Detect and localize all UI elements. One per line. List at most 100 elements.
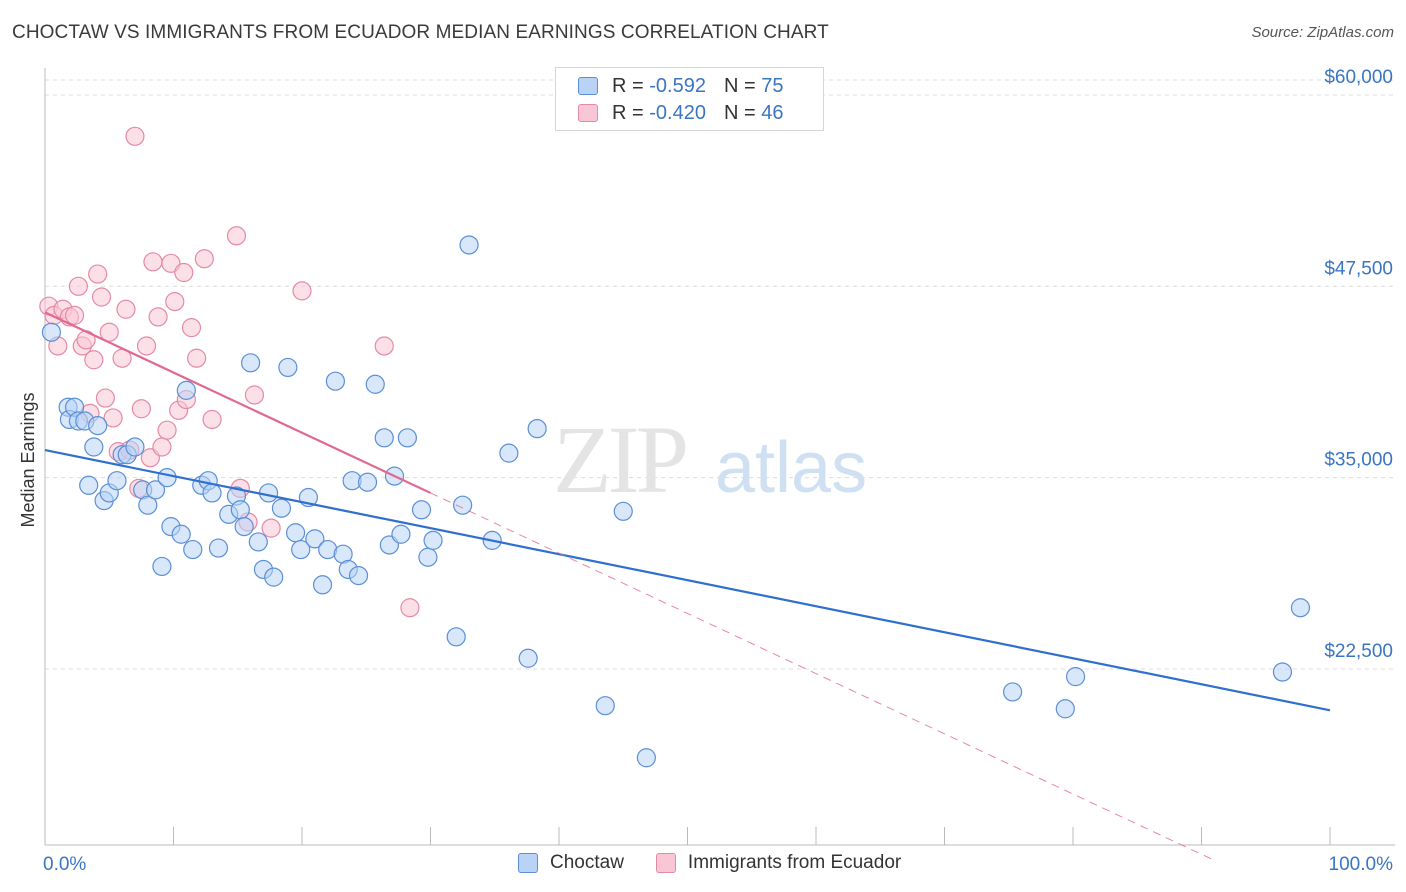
choctaw-point xyxy=(125,437,145,457)
ecuador-point xyxy=(152,437,172,457)
ecuador-point xyxy=(374,336,394,356)
choctaw-point xyxy=(595,696,615,716)
ecuador-point xyxy=(64,305,85,325)
choctaw-point xyxy=(264,567,284,587)
ecuador-point xyxy=(88,264,108,284)
choctaw-point xyxy=(418,547,438,567)
legend-item-choctaw: Choctaw xyxy=(518,852,624,874)
trend-lines xyxy=(44,311,1331,861)
choctaw-point xyxy=(459,235,479,255)
choctaw-point xyxy=(258,483,279,503)
choctaw-point xyxy=(348,565,369,586)
y-axis-label: Median Earnings xyxy=(18,392,38,527)
choctaw-point xyxy=(145,480,166,500)
choctaw-point xyxy=(374,428,394,448)
choctaw-point xyxy=(325,371,346,391)
grid-lines xyxy=(45,79,1395,670)
ecuador-point xyxy=(165,292,185,312)
legend-r-label: R = xyxy=(612,74,644,97)
choctaw-swatch xyxy=(518,853,538,873)
x-tick-label: 100.0% xyxy=(1329,854,1394,875)
choctaw-point xyxy=(171,524,191,544)
ecuador-point xyxy=(181,318,202,338)
choctaw-point xyxy=(613,501,633,521)
y-tick-label: $60,000 xyxy=(1324,67,1393,88)
choctaw-point xyxy=(241,353,261,373)
ecuador-trend-extension xyxy=(430,492,1215,861)
choctaw-point xyxy=(176,380,196,400)
ecuador-point xyxy=(187,348,207,368)
ecuador-point xyxy=(91,287,112,307)
axes xyxy=(44,68,1395,846)
choctaw-point xyxy=(312,575,333,595)
ecuador-point xyxy=(84,350,104,370)
choctaw-trend-line xyxy=(44,449,1331,712)
ecuador-point xyxy=(244,385,265,405)
legend-n-value: 46 xyxy=(761,101,784,124)
series-legend: Choctaw Immigrants from Ecuador xyxy=(518,852,933,874)
choctaw-point xyxy=(397,428,417,448)
choctaw-point xyxy=(357,472,378,492)
ecuador-point xyxy=(174,262,194,283)
ecuador-point xyxy=(131,399,151,419)
choctaw-point xyxy=(41,322,62,342)
choctaw-point xyxy=(291,539,311,560)
choctaw-point xyxy=(230,500,250,520)
legend-label-choctaw: Choctaw xyxy=(550,852,624,873)
choctaw-point xyxy=(84,437,104,457)
ecuador-point xyxy=(136,336,157,356)
choctaw-point xyxy=(248,532,268,552)
choctaw-point xyxy=(518,648,538,668)
choctaw-point xyxy=(107,471,127,491)
ecuador-point xyxy=(157,420,177,440)
ecuador-point xyxy=(292,281,312,301)
choctaw-point xyxy=(234,517,254,537)
choctaw-swatch xyxy=(578,77,598,95)
choctaw-point xyxy=(278,357,298,378)
choctaw-point xyxy=(202,483,222,503)
source-label: Source: ZipAtlas.com xyxy=(1251,24,1394,41)
y-tick-label: $47,500 xyxy=(1324,258,1393,279)
legend-n-label: N = xyxy=(723,101,756,124)
y-tick-label: $22,500 xyxy=(1324,641,1393,662)
chart-title: CHOCTAW VS IMMIGRANTS FROM ECUADOR MEDIA… xyxy=(12,22,829,43)
ecuador-point xyxy=(68,276,89,296)
choctaw-point xyxy=(88,415,108,436)
watermark-atlas: atlas xyxy=(715,428,867,508)
choctaw-point xyxy=(365,374,385,394)
choctaw-point xyxy=(1272,662,1293,682)
choctaw-point xyxy=(453,495,473,515)
ecuador-point xyxy=(143,252,163,272)
y-tick-label: $35,000 xyxy=(1324,450,1393,471)
legend-r-value: -0.420 xyxy=(649,101,706,124)
choctaw-point xyxy=(138,495,158,515)
choctaw-point xyxy=(411,500,432,520)
ecuador-point xyxy=(95,388,115,408)
legend-r-label: R = xyxy=(612,101,644,124)
choctaw-point xyxy=(499,443,519,463)
choctaw-point xyxy=(285,523,306,543)
ecuador-point xyxy=(261,518,281,538)
x-tick-labels: 0.0% 100.0% xyxy=(43,854,1393,875)
legend-item-ecuador: Immigrants from Ecuador xyxy=(655,852,901,874)
ecuador-swatch xyxy=(578,104,598,122)
choctaw-point xyxy=(527,419,547,439)
choctaw-point xyxy=(446,627,466,647)
legend-row-ecuador: R = -0.420 N = 46 xyxy=(578,101,783,125)
ecuador-trend-line xyxy=(44,311,431,494)
choctaw-point xyxy=(391,524,411,544)
ecuador-swatch xyxy=(655,853,676,873)
legend-n-value: 75 xyxy=(761,74,784,97)
ecuador-point xyxy=(226,226,247,246)
choctaw-point xyxy=(157,468,177,488)
ecuador-point xyxy=(194,249,214,269)
watermark: ZIP atlas xyxy=(553,406,867,513)
choctaw-points xyxy=(41,235,1311,768)
choctaw-point xyxy=(1290,598,1311,618)
choctaw-point xyxy=(183,539,203,560)
choctaw-point xyxy=(636,748,656,768)
legend-r-value: -0.592 xyxy=(649,74,706,97)
ecuador-point xyxy=(400,598,420,618)
ecuador-point xyxy=(148,307,168,327)
